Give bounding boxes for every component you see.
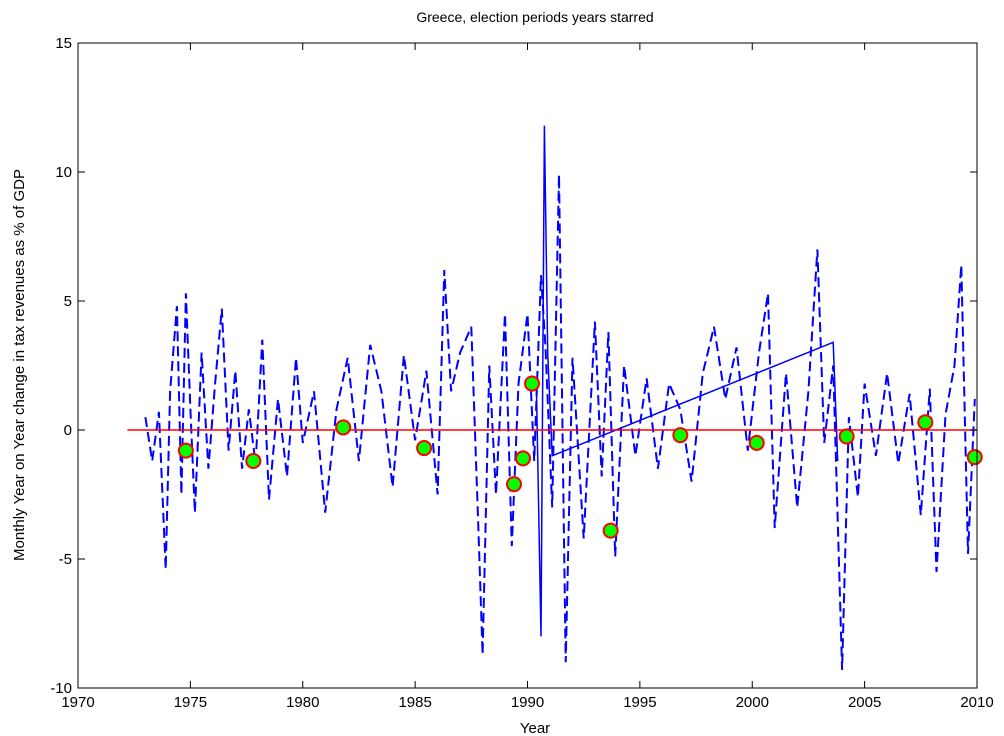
election-marker [966,449,983,466]
election-marker [245,452,262,469]
y-tick-label: 0 [64,422,72,439]
y-axis-label: Monthly Year on Year change in tax reven… [11,169,28,561]
election-marker [506,476,523,493]
y-tick-label: 10 [55,164,72,181]
x-tick-label: 2005 [848,694,881,711]
y-tick-label: -10 [50,680,72,697]
x-tick-label: 1970 [61,694,94,711]
series-line-1 [144,174,976,670]
x-axis-label: Year [520,720,550,736]
series-line-2 [535,125,839,637]
election-marker [672,427,689,444]
election-marker [523,375,540,392]
y-tick-label: 5 [64,293,72,310]
x-tick-label: 1985 [398,694,431,711]
y-tick-label: 15 [55,35,72,52]
x-tick-label: 2000 [736,694,769,711]
election-marker [748,434,765,451]
y-tick-label: -5 [59,551,72,568]
x-tick-label: 2010 [960,694,993,711]
tick-layer: 1970 1975 1980 1985 1990 1995 2000 2005 2010 -10 -… [50,35,993,711]
marker-layer [177,375,983,539]
x-tick-label: 1990 [511,694,544,711]
election-marker [917,414,934,431]
election-marker [416,440,433,457]
plot-area [77,42,978,689]
series-layer [144,125,976,670]
chart-title: Greece, election periods years starred [416,9,653,25]
x-tick-label: 1980 [286,694,319,711]
x-tick-label: 1975 [174,694,207,711]
election-marker [838,428,855,445]
election-marker [177,442,194,459]
x-tick-label: 1995 [623,694,656,711]
election-marker [602,522,619,539]
election-marker [335,419,352,436]
election-marker [515,450,532,467]
